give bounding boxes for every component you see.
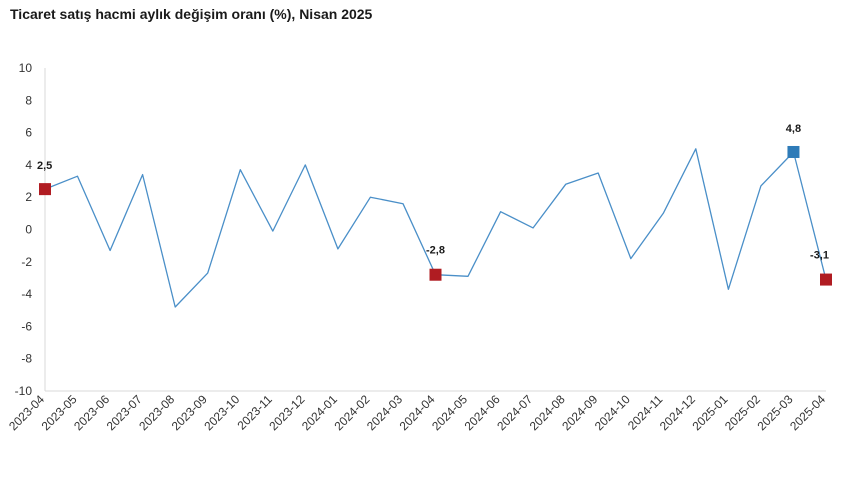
y-tick-label: 0 [25,223,32,237]
y-tick-label: 10 [19,61,33,75]
y-tick-label: 4 [25,158,32,172]
chart-title: Ticaret satış hacmi aylık değişim oranı … [10,6,373,22]
y-tick-label: -4 [21,287,32,301]
highlight-markers: 2,5 -2,8 4,8 -3,1 [37,123,832,286]
y-tick-label: 6 [25,126,32,140]
x-tick-label: 2023-10 [201,392,242,433]
x-tick-label: 2025-04 [787,392,828,433]
highlight-marker [39,183,51,196]
x-tick-label: 2024-10 [592,392,633,433]
highlight-marker [820,273,832,286]
y-tick-label: -10 [15,384,33,398]
y-axis: -10 -8 -6 -4 -2 0 2 4 6 8 10 [15,61,46,398]
y-tick-label: -2 [21,255,32,269]
y-tick-label: 8 [25,93,32,107]
y-tick-label: 2 [25,190,32,204]
series-line [44,148,827,308]
highlight-marker [429,268,442,281]
data-label: 4,8 [786,123,801,135]
series-group [44,148,827,308]
highlight-marker [787,145,800,158]
data-label: -2,8 [426,245,445,257]
y-tick-label: -6 [21,319,32,333]
y-tick-label: -8 [21,352,32,366]
data-label: 2,5 [37,160,52,172]
x-axis: 2023-042023-052023-062023-072023-082023-… [6,390,828,433]
data-label: -3,1 [810,250,829,262]
